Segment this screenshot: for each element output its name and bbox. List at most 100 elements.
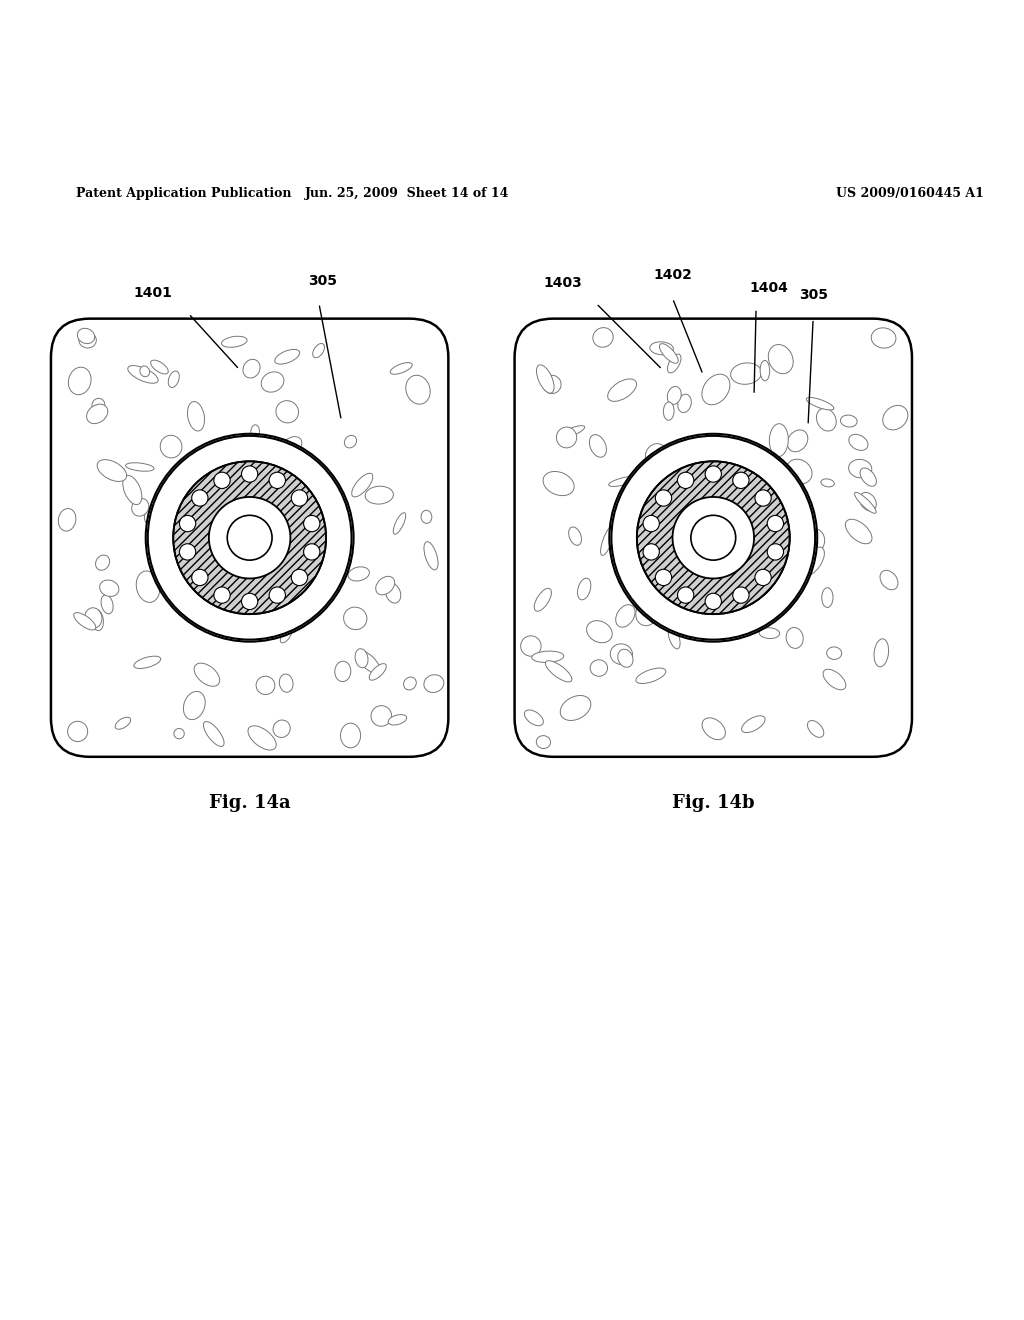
Ellipse shape <box>366 486 393 504</box>
Ellipse shape <box>543 375 561 393</box>
Ellipse shape <box>821 479 835 487</box>
Circle shape <box>643 544 659 560</box>
Ellipse shape <box>144 504 163 524</box>
Ellipse shape <box>388 714 407 725</box>
Ellipse shape <box>371 706 391 726</box>
Circle shape <box>733 587 750 603</box>
Text: 305: 305 <box>308 275 338 288</box>
Circle shape <box>191 490 208 506</box>
Text: 1402: 1402 <box>653 268 692 282</box>
Circle shape <box>291 490 307 506</box>
Circle shape <box>678 473 694 488</box>
Ellipse shape <box>859 492 877 511</box>
Ellipse shape <box>524 710 544 726</box>
Ellipse shape <box>92 399 104 412</box>
Ellipse shape <box>351 474 373 496</box>
Ellipse shape <box>275 401 299 422</box>
Ellipse shape <box>615 605 635 627</box>
Ellipse shape <box>280 675 293 692</box>
Ellipse shape <box>546 661 571 682</box>
Ellipse shape <box>74 612 96 630</box>
Ellipse shape <box>849 459 871 478</box>
Ellipse shape <box>610 644 633 664</box>
Ellipse shape <box>600 525 614 556</box>
Circle shape <box>637 461 790 614</box>
Ellipse shape <box>636 668 666 684</box>
Ellipse shape <box>174 729 184 739</box>
Text: 1403: 1403 <box>543 276 582 290</box>
Circle shape <box>179 515 196 532</box>
Ellipse shape <box>87 404 108 424</box>
Circle shape <box>242 466 258 482</box>
Ellipse shape <box>760 360 770 381</box>
Ellipse shape <box>134 656 161 668</box>
Ellipse shape <box>261 372 284 392</box>
Ellipse shape <box>587 620 612 643</box>
Ellipse shape <box>841 414 857 428</box>
Ellipse shape <box>393 512 406 535</box>
Circle shape <box>147 436 351 640</box>
Ellipse shape <box>424 675 443 693</box>
Ellipse shape <box>370 664 386 680</box>
Ellipse shape <box>806 397 834 411</box>
Ellipse shape <box>822 587 833 607</box>
Ellipse shape <box>786 459 812 483</box>
Ellipse shape <box>348 566 370 581</box>
Circle shape <box>678 587 694 603</box>
Circle shape <box>706 593 722 610</box>
Ellipse shape <box>731 363 762 384</box>
Ellipse shape <box>274 350 300 364</box>
Ellipse shape <box>668 354 681 374</box>
Ellipse shape <box>883 405 908 430</box>
Ellipse shape <box>702 718 725 739</box>
Circle shape <box>303 515 319 532</box>
Ellipse shape <box>187 401 205 432</box>
Ellipse shape <box>115 717 131 729</box>
Ellipse shape <box>678 395 691 413</box>
Ellipse shape <box>344 607 367 630</box>
Ellipse shape <box>355 648 368 668</box>
Ellipse shape <box>97 459 127 482</box>
Ellipse shape <box>808 721 824 738</box>
Ellipse shape <box>590 434 606 457</box>
Ellipse shape <box>128 366 158 383</box>
Ellipse shape <box>608 477 638 487</box>
Circle shape <box>269 587 286 603</box>
Ellipse shape <box>78 329 94 343</box>
Text: Fig. 14b: Fig. 14b <box>672 793 755 812</box>
Ellipse shape <box>645 444 666 465</box>
Circle shape <box>755 490 771 506</box>
Circle shape <box>655 569 672 586</box>
Ellipse shape <box>79 333 96 348</box>
Ellipse shape <box>855 492 877 513</box>
Ellipse shape <box>669 627 680 649</box>
Ellipse shape <box>537 364 554 393</box>
Circle shape <box>214 587 230 603</box>
Ellipse shape <box>543 471 574 495</box>
Ellipse shape <box>140 366 150 376</box>
Ellipse shape <box>769 424 788 457</box>
Ellipse shape <box>823 669 846 690</box>
Ellipse shape <box>849 434 868 450</box>
Ellipse shape <box>335 661 351 681</box>
Circle shape <box>303 544 319 560</box>
Ellipse shape <box>557 425 585 438</box>
Ellipse shape <box>195 663 220 686</box>
Ellipse shape <box>786 627 803 648</box>
Circle shape <box>767 515 783 532</box>
Circle shape <box>691 515 735 560</box>
Ellipse shape <box>344 436 356 447</box>
Ellipse shape <box>85 607 102 628</box>
Text: US 2009/0160445 A1: US 2009/0160445 A1 <box>836 187 983 199</box>
Circle shape <box>269 473 286 488</box>
Ellipse shape <box>617 649 633 668</box>
Ellipse shape <box>168 371 179 388</box>
Circle shape <box>655 490 672 506</box>
Ellipse shape <box>768 345 794 374</box>
Ellipse shape <box>787 430 808 451</box>
Ellipse shape <box>846 519 872 544</box>
Ellipse shape <box>95 554 110 570</box>
Ellipse shape <box>880 570 898 590</box>
Circle shape <box>673 496 754 578</box>
Ellipse shape <box>421 511 432 523</box>
